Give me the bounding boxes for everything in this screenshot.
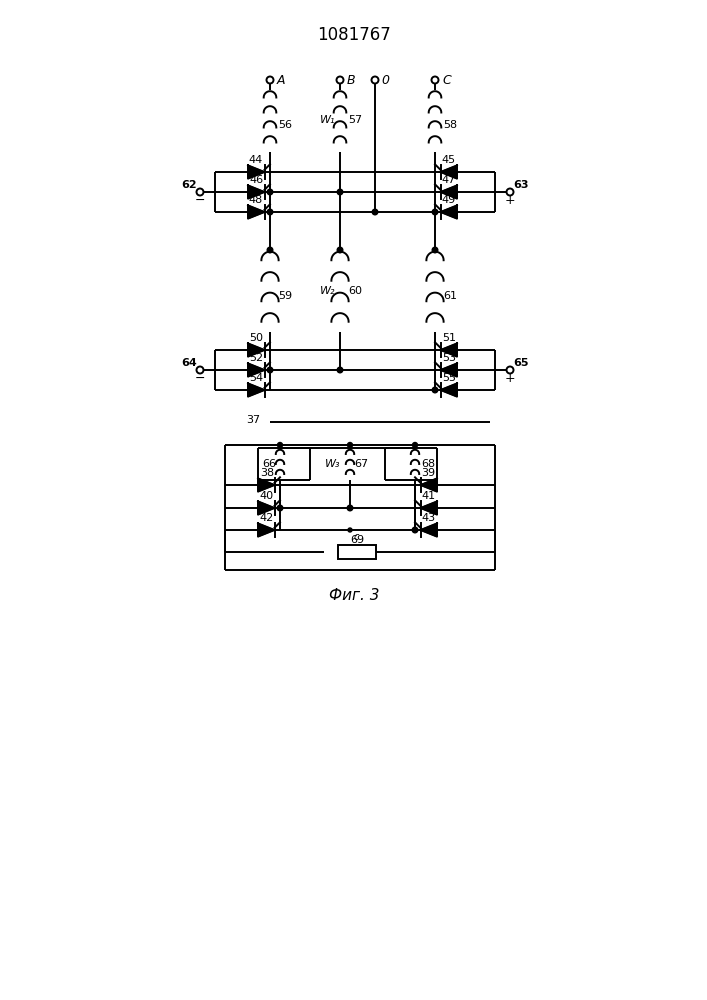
Text: 53: 53 [442, 353, 456, 363]
Circle shape [337, 189, 343, 195]
Text: −: − [194, 194, 205, 207]
Circle shape [267, 209, 273, 215]
Polygon shape [248, 363, 264, 377]
Text: 50: 50 [249, 333, 263, 343]
Polygon shape [440, 363, 457, 377]
Text: 68: 68 [421, 459, 435, 469]
Circle shape [432, 209, 438, 215]
Circle shape [277, 505, 283, 511]
Text: 43: 43 [421, 513, 435, 523]
Text: 0: 0 [381, 74, 389, 87]
Text: 37: 37 [246, 415, 260, 425]
Text: 52: 52 [249, 353, 263, 363]
Text: W₂: W₂ [320, 286, 335, 296]
Polygon shape [440, 383, 457, 397]
Text: 55: 55 [442, 373, 456, 383]
Text: W₁: W₁ [320, 115, 335, 125]
Polygon shape [248, 205, 264, 219]
Polygon shape [258, 523, 274, 537]
Polygon shape [248, 343, 264, 357]
Polygon shape [421, 478, 437, 492]
Text: 65: 65 [513, 358, 529, 368]
Text: 67: 67 [354, 459, 368, 469]
Text: 41: 41 [421, 491, 435, 501]
Polygon shape [248, 383, 264, 397]
Text: 47: 47 [442, 175, 456, 185]
Circle shape [337, 367, 343, 373]
Circle shape [432, 387, 438, 393]
Circle shape [412, 527, 418, 533]
Text: 38: 38 [260, 468, 274, 478]
Polygon shape [421, 501, 437, 515]
Text: 39: 39 [421, 468, 435, 478]
Text: 66: 66 [262, 459, 276, 469]
Text: 56: 56 [278, 120, 292, 130]
Text: A: A [277, 74, 286, 87]
Circle shape [372, 209, 378, 215]
Circle shape [412, 442, 418, 448]
Text: 60: 60 [348, 286, 362, 296]
Circle shape [267, 189, 273, 195]
Text: B: B [347, 74, 356, 87]
Circle shape [278, 442, 283, 448]
Text: 69: 69 [350, 535, 364, 545]
Polygon shape [248, 165, 264, 179]
Text: 54: 54 [249, 373, 263, 383]
Text: 51: 51 [442, 333, 456, 343]
Circle shape [348, 442, 353, 448]
Circle shape [347, 505, 353, 511]
Text: 57: 57 [348, 115, 362, 125]
Text: 63: 63 [513, 180, 529, 190]
Text: +: + [505, 194, 515, 207]
Text: 64: 64 [181, 358, 197, 368]
Text: 44: 44 [249, 155, 263, 165]
Text: Фиг. 3: Фиг. 3 [329, 587, 379, 602]
Text: 59: 59 [278, 291, 292, 301]
Polygon shape [440, 185, 457, 199]
Text: W₃: W₃ [325, 459, 340, 469]
Bar [338, 545, 376, 559]
Circle shape [348, 528, 352, 532]
Text: 61: 61 [443, 291, 457, 301]
Polygon shape [421, 523, 437, 537]
Text: 40: 40 [260, 491, 274, 501]
Polygon shape [440, 205, 457, 219]
Polygon shape [258, 501, 274, 515]
Text: +: + [505, 371, 515, 384]
Text: 62: 62 [181, 180, 197, 190]
Text: 48: 48 [249, 195, 263, 205]
Polygon shape [258, 478, 274, 492]
Circle shape [267, 247, 273, 253]
Text: 46: 46 [249, 175, 263, 185]
Text: c: c [354, 532, 359, 542]
Polygon shape [440, 165, 457, 179]
Text: 49: 49 [442, 195, 456, 205]
Circle shape [267, 367, 273, 373]
Polygon shape [440, 343, 457, 357]
Polygon shape [248, 185, 264, 199]
Text: 1081767: 1081767 [317, 26, 391, 44]
Text: C: C [442, 74, 451, 87]
Circle shape [432, 247, 438, 253]
Circle shape [337, 247, 343, 253]
Text: −: − [194, 371, 205, 384]
Text: 45: 45 [442, 155, 456, 165]
Text: 58: 58 [443, 120, 457, 130]
Text: 42: 42 [260, 513, 274, 523]
